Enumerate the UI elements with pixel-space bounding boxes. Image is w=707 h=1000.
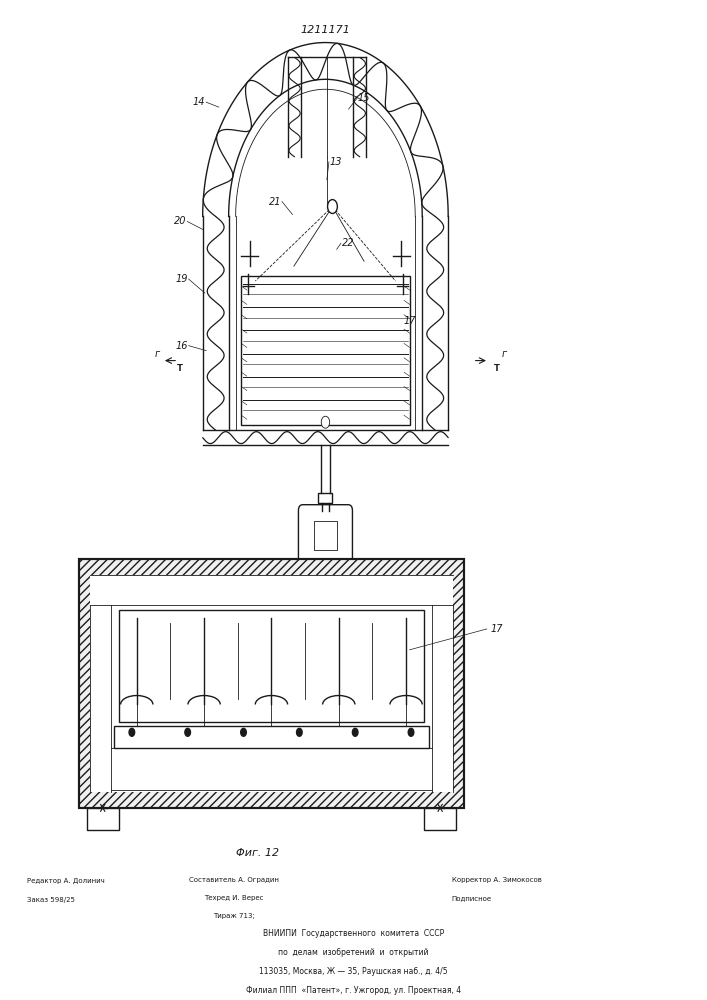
Text: Корректор А. Зимокосов: Корректор А. Зимокосов <box>452 877 542 883</box>
Text: Подписное: Подписное <box>452 895 492 901</box>
Bar <box>119 610 423 722</box>
Circle shape <box>327 200 337 213</box>
Text: Φиг. 12: Φиг. 12 <box>236 848 279 858</box>
Bar <box>314 521 337 550</box>
Text: 14: 14 <box>193 97 206 107</box>
Text: 20: 20 <box>174 216 187 226</box>
Text: Заказ 598/25: Заказ 598/25 <box>28 897 75 903</box>
Text: Г - Г: Г - Г <box>314 625 337 635</box>
Circle shape <box>129 728 134 736</box>
Text: 1211171: 1211171 <box>300 25 351 35</box>
Text: г: г <box>155 349 160 359</box>
Bar <box>87 808 119 830</box>
Circle shape <box>185 728 190 736</box>
Text: Т: Т <box>177 364 183 373</box>
Text: Техред И. Верес: Техред И. Верес <box>204 895 264 901</box>
Text: 19: 19 <box>175 274 188 284</box>
Text: Т: Т <box>494 364 501 373</box>
Text: Φиг. 11: Φиг. 11 <box>304 583 347 593</box>
FancyBboxPatch shape <box>298 505 353 571</box>
Text: 17: 17 <box>404 316 416 326</box>
Bar <box>78 559 464 808</box>
Text: Редактор А. Долинич: Редактор А. Долинич <box>28 877 105 884</box>
Text: 13: 13 <box>329 157 342 167</box>
Text: г: г <box>502 349 507 359</box>
Bar <box>424 808 456 830</box>
Circle shape <box>321 416 329 428</box>
Text: ВНИИПИ  Государственного  комитета  СССР: ВНИИПИ Государственного комитета СССР <box>263 929 444 938</box>
Text: 15: 15 <box>358 93 370 103</box>
Bar <box>90 575 453 792</box>
Text: Составитель А. Оградин: Составитель А. Оградин <box>189 877 279 883</box>
Text: Тираж 713;: Тираж 713; <box>214 913 255 919</box>
Circle shape <box>240 728 246 736</box>
Circle shape <box>352 728 358 736</box>
Bar <box>115 726 428 748</box>
Text: 21: 21 <box>269 197 281 207</box>
Circle shape <box>296 728 302 736</box>
Text: 17: 17 <box>490 624 503 634</box>
Bar <box>78 559 464 808</box>
Circle shape <box>408 728 414 736</box>
Text: 22: 22 <box>341 238 354 248</box>
Text: по  делам  изобретений  и  открытий: по делам изобретений и открытий <box>279 948 428 957</box>
Text: 113035, Москва, Ж — 35, Раушская наб., д. 4/5: 113035, Москва, Ж — 35, Раушская наб., д… <box>259 967 448 976</box>
Text: 16: 16 <box>175 341 188 351</box>
Bar <box>318 493 332 503</box>
Text: Филиал ППП  «Патент», г. Ужгород, ул. Проектная, 4: Филиал ППП «Патент», г. Ужгород, ул. Про… <box>246 986 461 995</box>
Bar <box>241 276 409 425</box>
